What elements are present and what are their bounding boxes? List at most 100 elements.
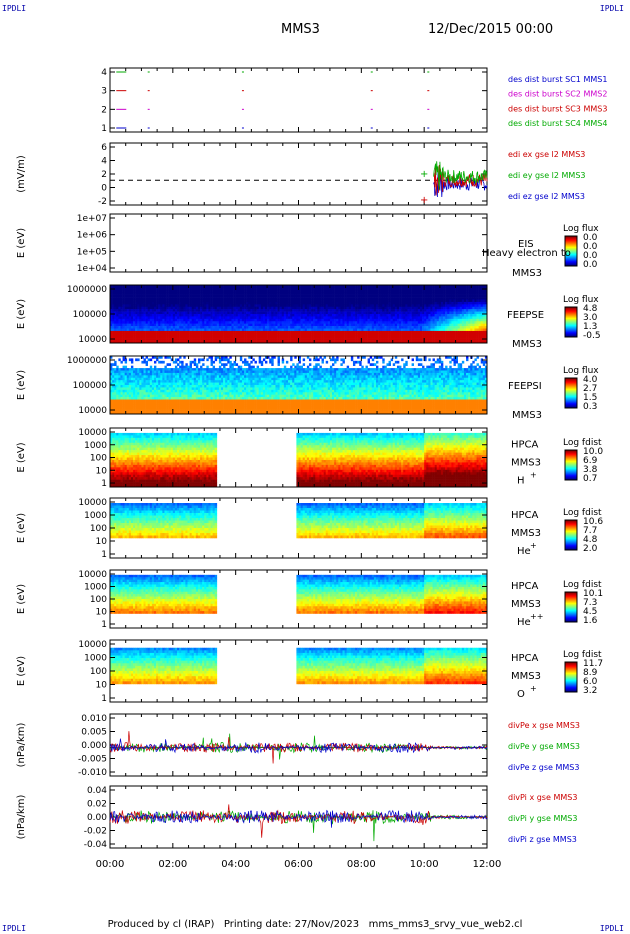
spectro-cell (193, 294, 197, 298)
spectro-cell (296, 297, 299, 300)
spectro-cell (252, 294, 255, 298)
spectro-cell (317, 328, 320, 332)
spectro-cell (388, 285, 391, 288)
spectro-cell (227, 309, 230, 312)
spectro-cell (478, 340, 482, 344)
spectro-cell (120, 304, 123, 308)
spectro-cell (346, 321, 350, 324)
spectro-cell (177, 306, 180, 310)
spectro-cell (432, 299, 435, 303)
spectro-cell (415, 309, 419, 312)
spectro-cell (424, 333, 427, 337)
spectro-cell (254, 285, 257, 288)
spectro-cell (359, 335, 362, 339)
spectro-cell (208, 333, 211, 337)
spectro-cell (390, 318, 394, 322)
spectro-cell (392, 338, 396, 341)
spectro-cell (112, 321, 115, 324)
spectro-cell (116, 399, 119, 403)
spectro-cell (311, 289, 314, 293)
spectro-cell (130, 385, 134, 388)
spectro-cell (417, 289, 421, 293)
spectro-cell (443, 304, 446, 308)
spectro-cell (419, 299, 423, 303)
spectro-cell (191, 328, 195, 332)
spectro-cell (342, 297, 345, 300)
spectro-cell (422, 311, 425, 315)
spectro-cell (174, 314, 178, 317)
spectro-cell (313, 326, 316, 329)
spectro-cell (122, 375, 125, 379)
spectro-cell (308, 299, 312, 303)
spectro-cell (329, 287, 333, 291)
spectro-cell (122, 294, 125, 298)
spectro-cell (139, 340, 142, 344)
spectro-cell (202, 289, 205, 293)
spectro-cell (128, 314, 132, 317)
spectro-cell (300, 285, 303, 288)
colorbar-cell-2 (565, 239, 577, 241)
spectro-cell (380, 326, 383, 329)
spectro-cell (252, 301, 255, 305)
spectro-cell (254, 326, 257, 329)
spectro-cell (250, 311, 253, 315)
spectro-cell (290, 309, 293, 312)
spectro-cell (413, 301, 417, 305)
spectro-cell (317, 321, 320, 324)
spectro-cell (409, 292, 412, 295)
spectro-cell (338, 321, 341, 324)
spectro-cell (130, 323, 134, 327)
spectro-cell (480, 326, 484, 329)
spectro-cell (451, 323, 454, 327)
spectro-cell (118, 299, 121, 303)
spectro-cell (480, 321, 484, 324)
spectro-cell (114, 404, 117, 408)
spectro-cell (177, 301, 180, 305)
spectro-cell (122, 335, 125, 339)
spectro-cell (426, 330, 429, 334)
spectro-cell (392, 333, 396, 337)
spectro-cell (200, 299, 203, 303)
spectro-cell (210, 326, 213, 329)
spectro-cell (327, 316, 331, 320)
spectro-cell (357, 301, 360, 305)
spectro-cell (189, 340, 192, 344)
colorbar-cell-2 (565, 247, 577, 249)
spectro-cell (304, 330, 308, 334)
spectro-cell (264, 335, 268, 339)
spectro-cell (455, 338, 458, 341)
spectro-cell (137, 335, 140, 339)
spectro-cell (158, 328, 161, 332)
spectro-cell (133, 411, 136, 415)
spectro-cell (443, 297, 446, 300)
spectro-cell (294, 318, 297, 322)
spectro-cell (401, 326, 404, 329)
spectro-cell (344, 328, 347, 332)
spectro-cell (403, 321, 406, 324)
spectro-cell (122, 285, 125, 288)
spectro-cell (124, 330, 128, 334)
spectro-cell (133, 372, 136, 376)
spectro-cell (428, 335, 431, 339)
spectro-cell (440, 294, 444, 298)
spectro-cell (302, 304, 306, 308)
spectro-cell (233, 306, 236, 310)
spectro-cell (315, 338, 318, 341)
spectro-cell (283, 294, 287, 298)
spectro-cell (133, 385, 136, 388)
spectro-cell (250, 326, 253, 329)
spectro-cell (419, 323, 423, 327)
spectro-cell (128, 330, 132, 334)
spectro-cell (116, 370, 119, 374)
spectro-cell (208, 335, 211, 339)
spectro-cell (237, 330, 241, 334)
spectro-cell (273, 323, 276, 327)
spectro-cell (229, 311, 232, 315)
spectro-cell (256, 314, 260, 317)
spectro-cell (344, 299, 347, 303)
spectro-cell (325, 299, 329, 303)
spectro-cell (128, 328, 132, 332)
spectro-cell (325, 309, 329, 312)
spectro-cell (244, 340, 247, 344)
spectro-cell (114, 368, 117, 371)
